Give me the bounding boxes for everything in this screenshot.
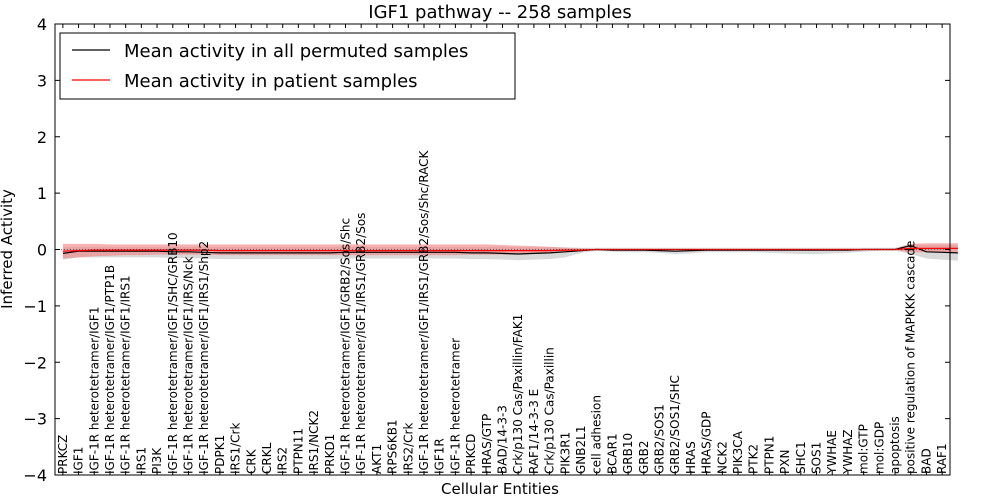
legend-frame [59, 32, 516, 100]
x-tick-label: RAF1 [935, 443, 949, 474]
x-tick-label: IRS1/Crk [229, 423, 243, 474]
x-tick-label: Crk/p130 Cas/Paxillin [543, 347, 557, 474]
x-tick-label: IGF-1R heterotetramer/IGF1/SHC/GRB10 [166, 232, 180, 474]
x-tick-label: IGF-1R heterotetramer/IGF1 [87, 307, 101, 474]
x-tick-label: GNB2L1 [574, 426, 588, 474]
x-tick-label: cell adhesion [590, 395, 604, 474]
y-tick-label: 2 [37, 128, 47, 147]
x-tick-label: BAD/14-3-3 [496, 405, 510, 474]
x-tick-label: mol:GTP [857, 424, 871, 474]
x-tick-label: GRB2 [637, 440, 651, 474]
x-tick-label: PXN [778, 450, 792, 474]
x-tick-label: NCK2 [715, 441, 729, 474]
x-tick-label: PIK3CA [731, 430, 745, 474]
x-tick-label: BAD [919, 448, 933, 474]
series-lines [55, 244, 958, 255]
y-tick-label: 0 [37, 241, 47, 260]
x-tick-label: GRB10 [621, 433, 635, 474]
legend-label-patient: Mean activity in patient samples [124, 71, 418, 92]
x-tick-label: GRB2/SOS1/SHC [668, 375, 682, 474]
y-tick-label: −2 [23, 353, 47, 372]
y-tick-label: −4 [23, 466, 47, 485]
x-tick-label: PRKCD [464, 434, 478, 474]
x-tick-label: IGF-1R heterotetramer/IGF1/GRB2/Sos/Shc [339, 218, 353, 474]
x-tick-label: GRB2/SOS1 [653, 404, 667, 474]
x-tick-label: PIK3R1 [558, 432, 572, 474]
chart-title: IGF1 pathway -- 258 samples [368, 2, 631, 23]
x-tick-label: HRAS/GTP [480, 414, 494, 474]
x-tick-label: Crk/p130 Cas/Paxillin/FAK1 [511, 314, 525, 474]
x-tick-label: SOS1 [810, 442, 824, 474]
x-tick-label: apoptosis [888, 416, 902, 474]
x-tick-label: IGF-1R heterotetramer/IGF1/IRS/Nck [182, 256, 196, 474]
legend: Mean activity in all permuted samples Me… [59, 32, 516, 100]
x-tick-label: PTK2 [747, 444, 761, 474]
x-tick-label: PTPN11 [291, 428, 305, 474]
x-tick-label: PI3K [150, 447, 164, 474]
x-tick-label: IGF-1R heterotetramer/IGF1/IRS1 [119, 275, 133, 474]
x-tick-label: HRAS [684, 441, 698, 474]
x-tick-label: SHC1 [794, 441, 808, 474]
x-tick-label: PDPK1 [213, 435, 227, 474]
x-tick-label: YWHAZ [841, 429, 855, 475]
x-tick-label: IGF-1R heterotetramer/IGF1/IRS1/Shp2 [197, 241, 211, 474]
x-axis-label: Cellular Entities [441, 480, 559, 498]
x-tick-label: BCAR1 [605, 433, 619, 474]
y-tick-label: −3 [23, 410, 47, 429]
x-tick-label: IRS1 [134, 447, 148, 474]
x-tick-label: HRAS/GDP [700, 411, 714, 474]
y-tick-label: 3 [37, 71, 47, 90]
x-tick-label: IRS2/Crk [401, 423, 415, 474]
x-tick-label: PRKD1 [323, 434, 337, 474]
x-tick-label: CRKL [260, 442, 274, 474]
legend-label-permuted: Mean activity in all permuted samples [124, 41, 468, 62]
x-tick-label: CRK [244, 448, 258, 474]
axes: 4 3 2 1 0 −1 −2 −3 −4 [23, 15, 951, 485]
y-tick-label: −1 [23, 297, 47, 316]
x-tick-label: IGF1R [433, 438, 447, 474]
y-axis-label: Inferred Activity [0, 189, 16, 309]
x-tick-label: IGF-1R heterotetramer/IGF1/PTP1B [103, 265, 117, 474]
x-tick-label: positive regulation of MAPKKK cascade [904, 241, 918, 474]
x-tick-label: AKT1 [370, 444, 384, 474]
x-tick-label: PTPN1 [762, 436, 776, 474]
x-tick-label: IGF1 [72, 447, 86, 474]
x-tick-label: YWHAE [825, 430, 839, 475]
x-tick-label: IGF-1R heterotetramer/IGF1/IRS1/GRB2/Sos [354, 213, 368, 474]
x-tick-label: RPS6KB1 [386, 419, 400, 474]
x-tick-label: IRS1/NCK2 [307, 410, 321, 474]
x-tick-label: PRKCZ [56, 435, 70, 474]
x-tick-label: mol:GDP [872, 422, 886, 474]
y-tick-label: 1 [37, 184, 47, 203]
x-tick-label: IGF-1R heterotetramer/IGF1/IRS1/GRB2/Sos… [417, 149, 431, 474]
x-tick-label: IGF-1R heterotetramer [448, 338, 462, 474]
x-tick-labels: PRKCZ IGF1 IGF-1R heterotetramer/IGF1 IGF-1… [56, 149, 949, 475]
x-tick-label: IRS2 [276, 447, 290, 474]
y-tick-label: 4 [37, 15, 47, 34]
x-tick-label: RAF1/14-3-3 E [527, 389, 541, 474]
